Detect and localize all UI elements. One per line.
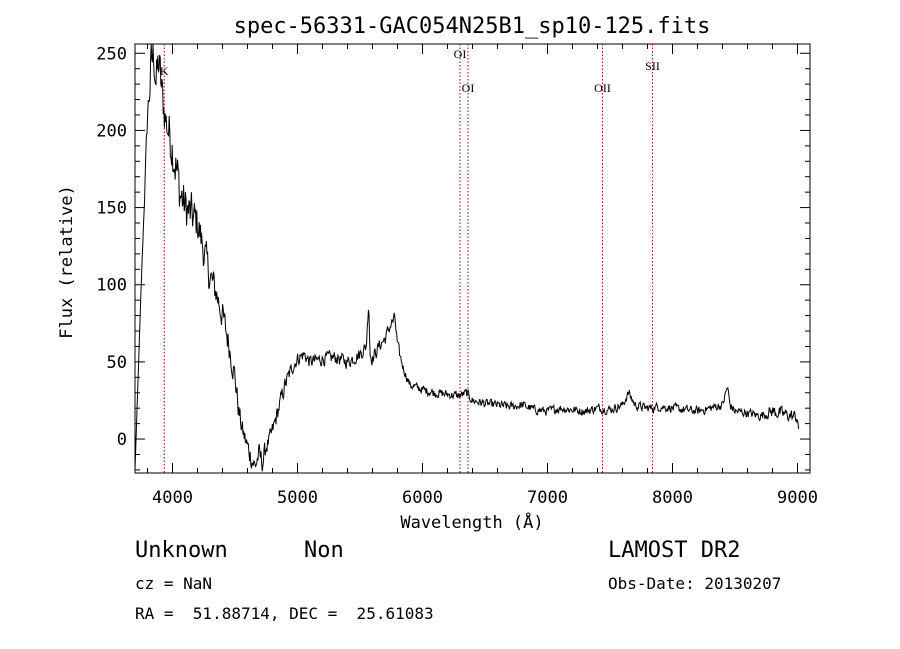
y-tick-label: 200 [96,121,127,141]
y-tick-label: 150 [96,199,127,219]
plot-frame [134,43,811,474]
x-axis-label: Wavelength (Å) [400,511,543,533]
x-tick-label: 4000 [152,488,193,508]
object-class-label: Unknown [135,538,228,563]
y-tick-label: 100 [96,276,127,296]
observation-date: Obs-Date: 20130207 [608,574,782,593]
spectrum-line [134,43,800,472]
spectrum-layer [134,43,800,472]
y-tick-label: 50 [107,353,127,373]
x-axis-ticks: 4000 5000 6000 7000 8000 9000 [147,44,818,508]
redshift-text: cz = NaN [135,574,213,593]
line-marker-label: OII [594,81,611,95]
line-marker-label: OI [454,47,467,61]
chart-title: spec-56331-GAC054N25B1_sp10-125.fits [234,14,711,39]
x-tick-label: 6000 [402,488,443,508]
x-tick-label: 9000 [777,488,818,508]
y-axis-ticks: 0 50 100 150 200 250 [96,44,810,471]
line-marker-label: SII [645,59,660,73]
x-tick-label: 7000 [527,488,568,508]
y-axis-label: Flux (relative) [57,185,77,339]
line-marker-label: K [160,64,169,78]
line-marker-label: OI [462,81,475,95]
emission-line-markers: K OI OI OII SII [160,44,660,473]
x-tick-label: 5000 [277,488,318,508]
x-tick-label: 8000 [652,488,693,508]
survey-label: LAMOST DR2 [608,538,741,563]
y-tick-label: 0 [117,430,127,450]
coordinates-text: RA = 51.88714, DEC = 25.61083 [135,604,434,623]
object-subclass-label: Non [304,538,344,563]
y-tick-label: 250 [96,44,127,64]
